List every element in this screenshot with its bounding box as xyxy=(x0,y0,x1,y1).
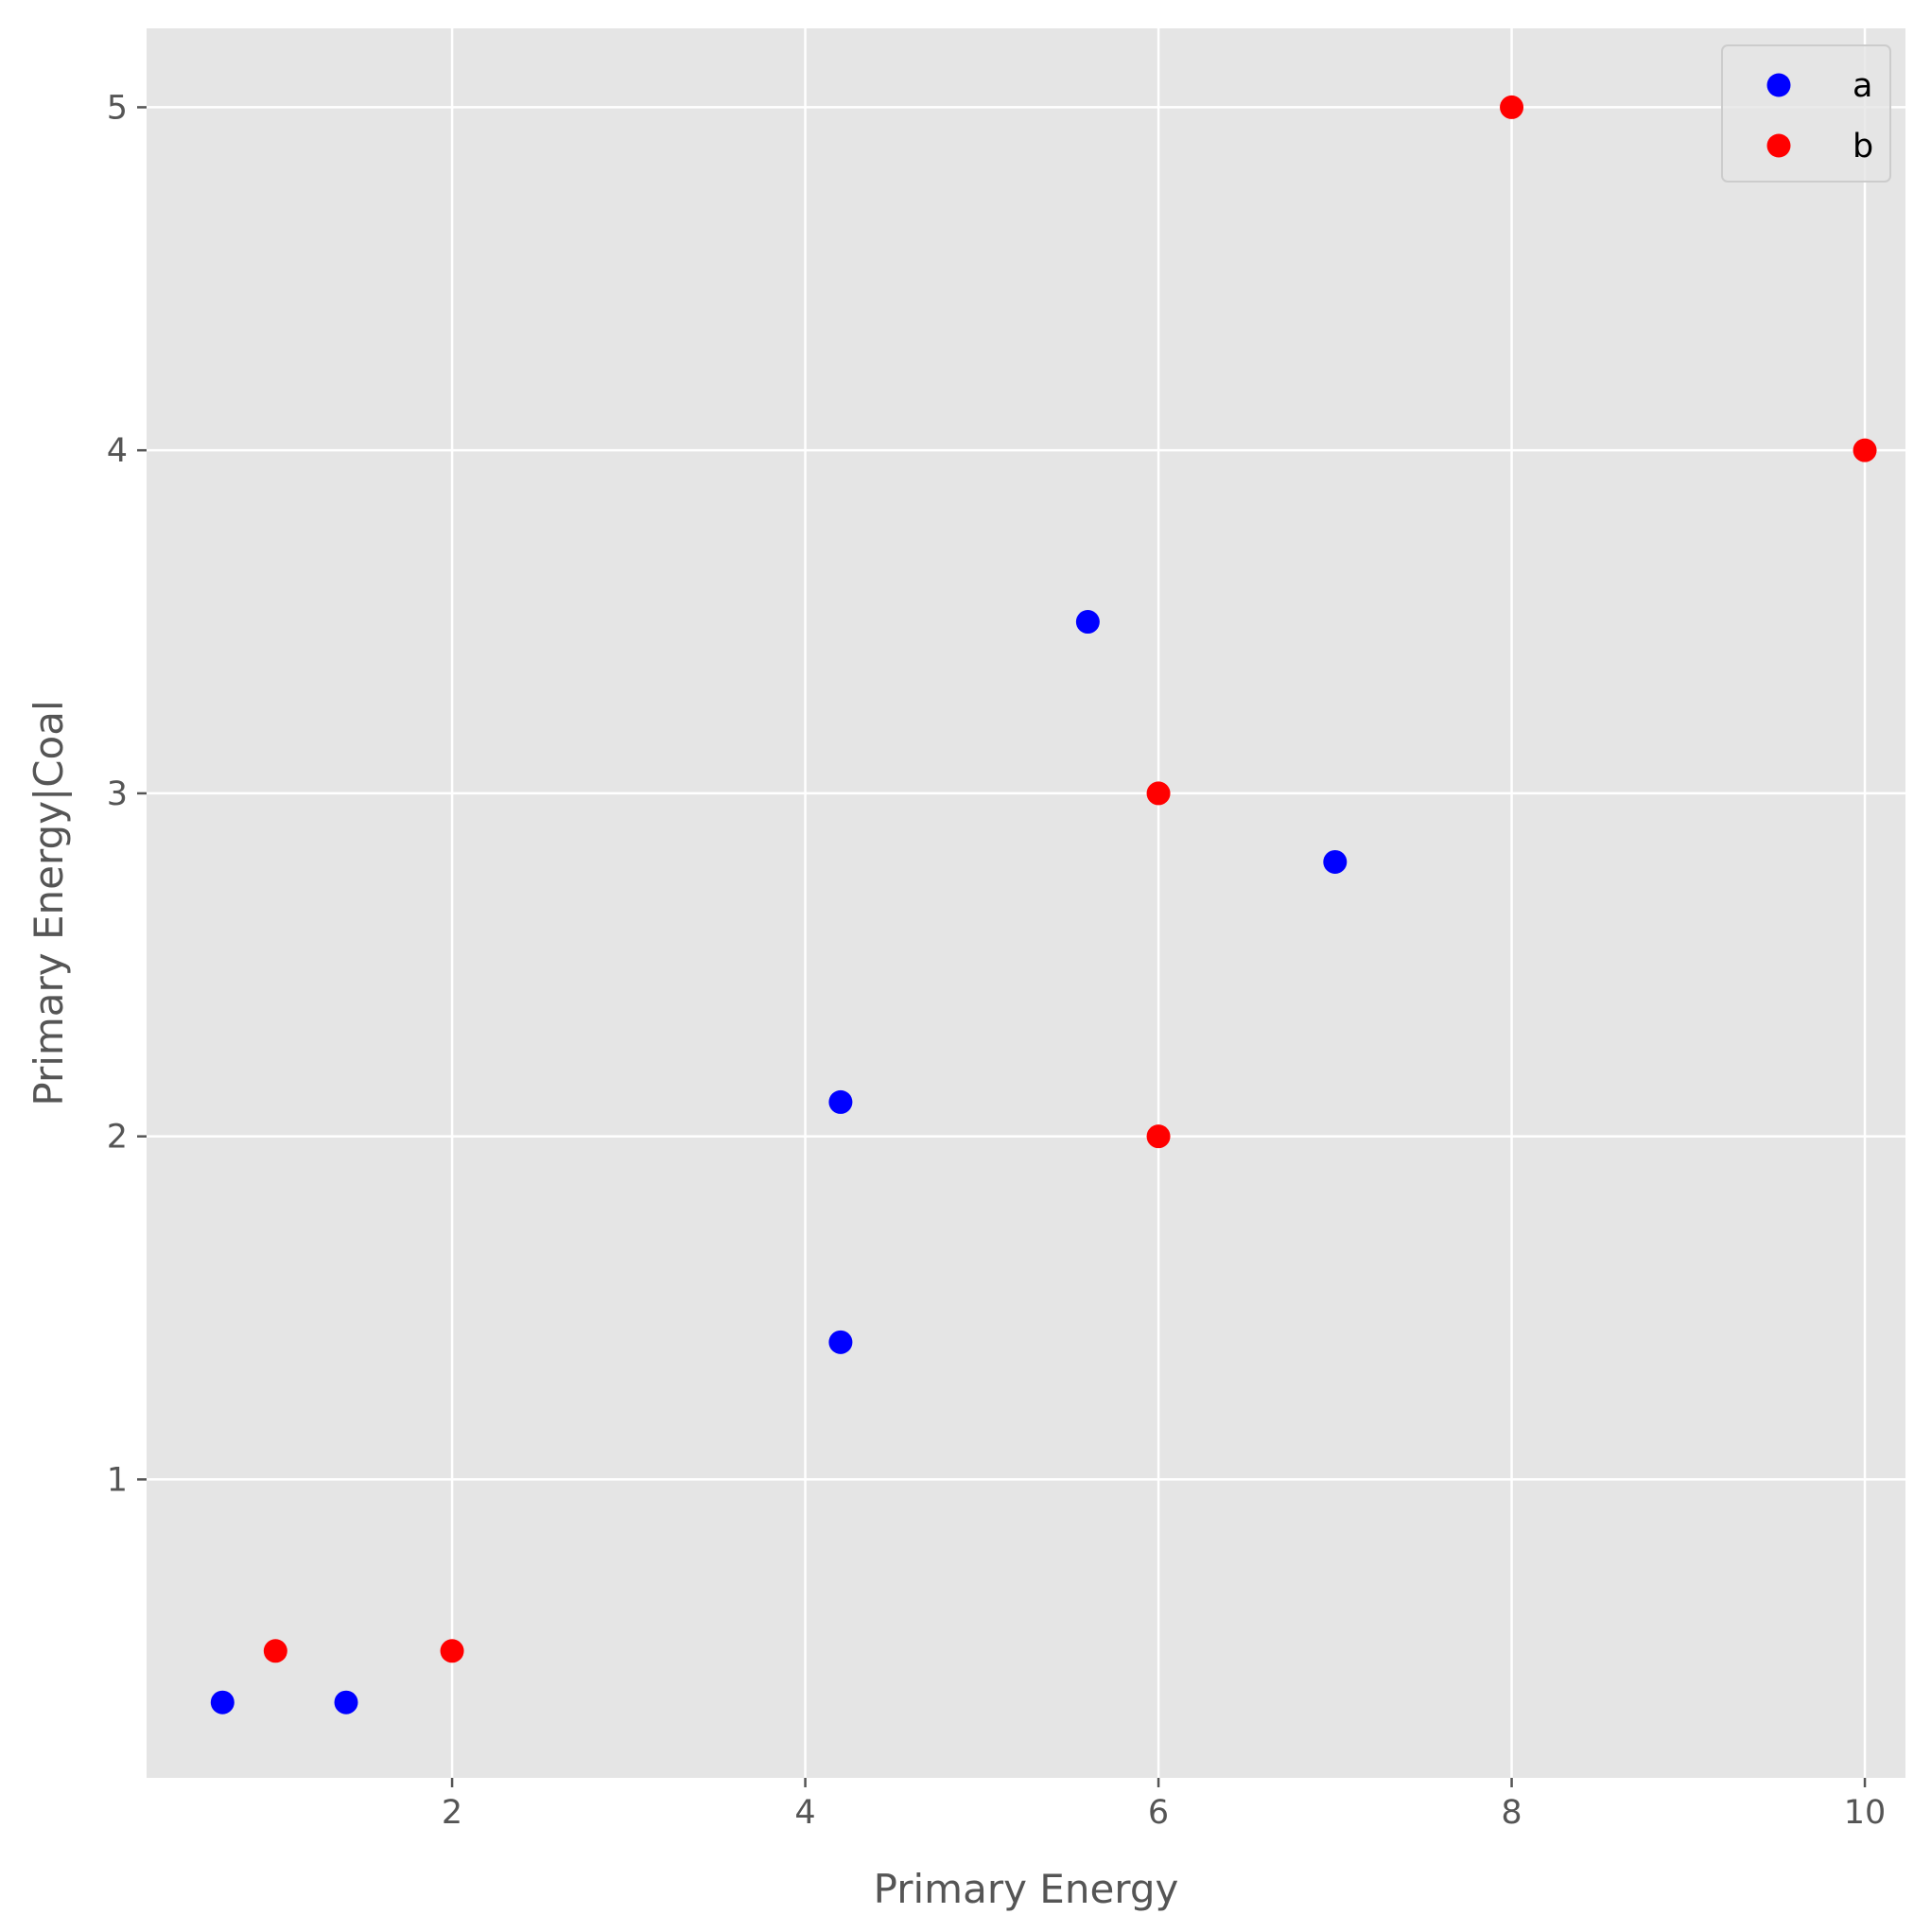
y-tick-label: 1 xyxy=(107,1461,128,1499)
point-series-b xyxy=(1853,438,1877,462)
data-points xyxy=(210,95,1877,1714)
x-tick-label: 8 xyxy=(1501,1794,1522,1832)
x-tick-label: 6 xyxy=(1148,1794,1169,1832)
plot-area xyxy=(147,28,1905,1778)
legend-marker-b xyxy=(1766,133,1791,158)
legend: ab xyxy=(1721,44,1891,183)
y-tick-label: 5 xyxy=(107,89,128,127)
x-tick-label: 2 xyxy=(442,1794,462,1832)
x-tick-label: 4 xyxy=(794,1794,815,1832)
point-series-b xyxy=(263,1639,287,1663)
point-series-a xyxy=(1075,610,1100,635)
point-series-a xyxy=(334,1690,358,1714)
point-series-b xyxy=(1146,1124,1171,1149)
x-axis-label: Primary Energy xyxy=(874,1866,1179,1912)
legend-label-a: a xyxy=(1853,67,1872,105)
point-series-a xyxy=(210,1690,235,1714)
point-series-b xyxy=(440,1639,464,1663)
x-tick-label: 10 xyxy=(1844,1794,1887,1832)
y-axis-label: Primary Energy|Coal xyxy=(26,700,72,1105)
y-tick-label: 2 xyxy=(107,1119,128,1157)
point-series-a xyxy=(828,1330,853,1354)
point-series-b xyxy=(1146,781,1171,806)
point-series-a xyxy=(828,1089,853,1114)
legend-box xyxy=(1721,44,1891,183)
legend-label-b: b xyxy=(1853,128,1873,165)
legend-marker-a xyxy=(1766,73,1791,97)
point-series-a xyxy=(1323,849,1348,874)
grid-lines xyxy=(147,28,1905,1778)
point-series-b xyxy=(1500,95,1524,119)
y-tick-label: 4 xyxy=(107,432,128,470)
y-tick-label: 3 xyxy=(107,775,128,813)
